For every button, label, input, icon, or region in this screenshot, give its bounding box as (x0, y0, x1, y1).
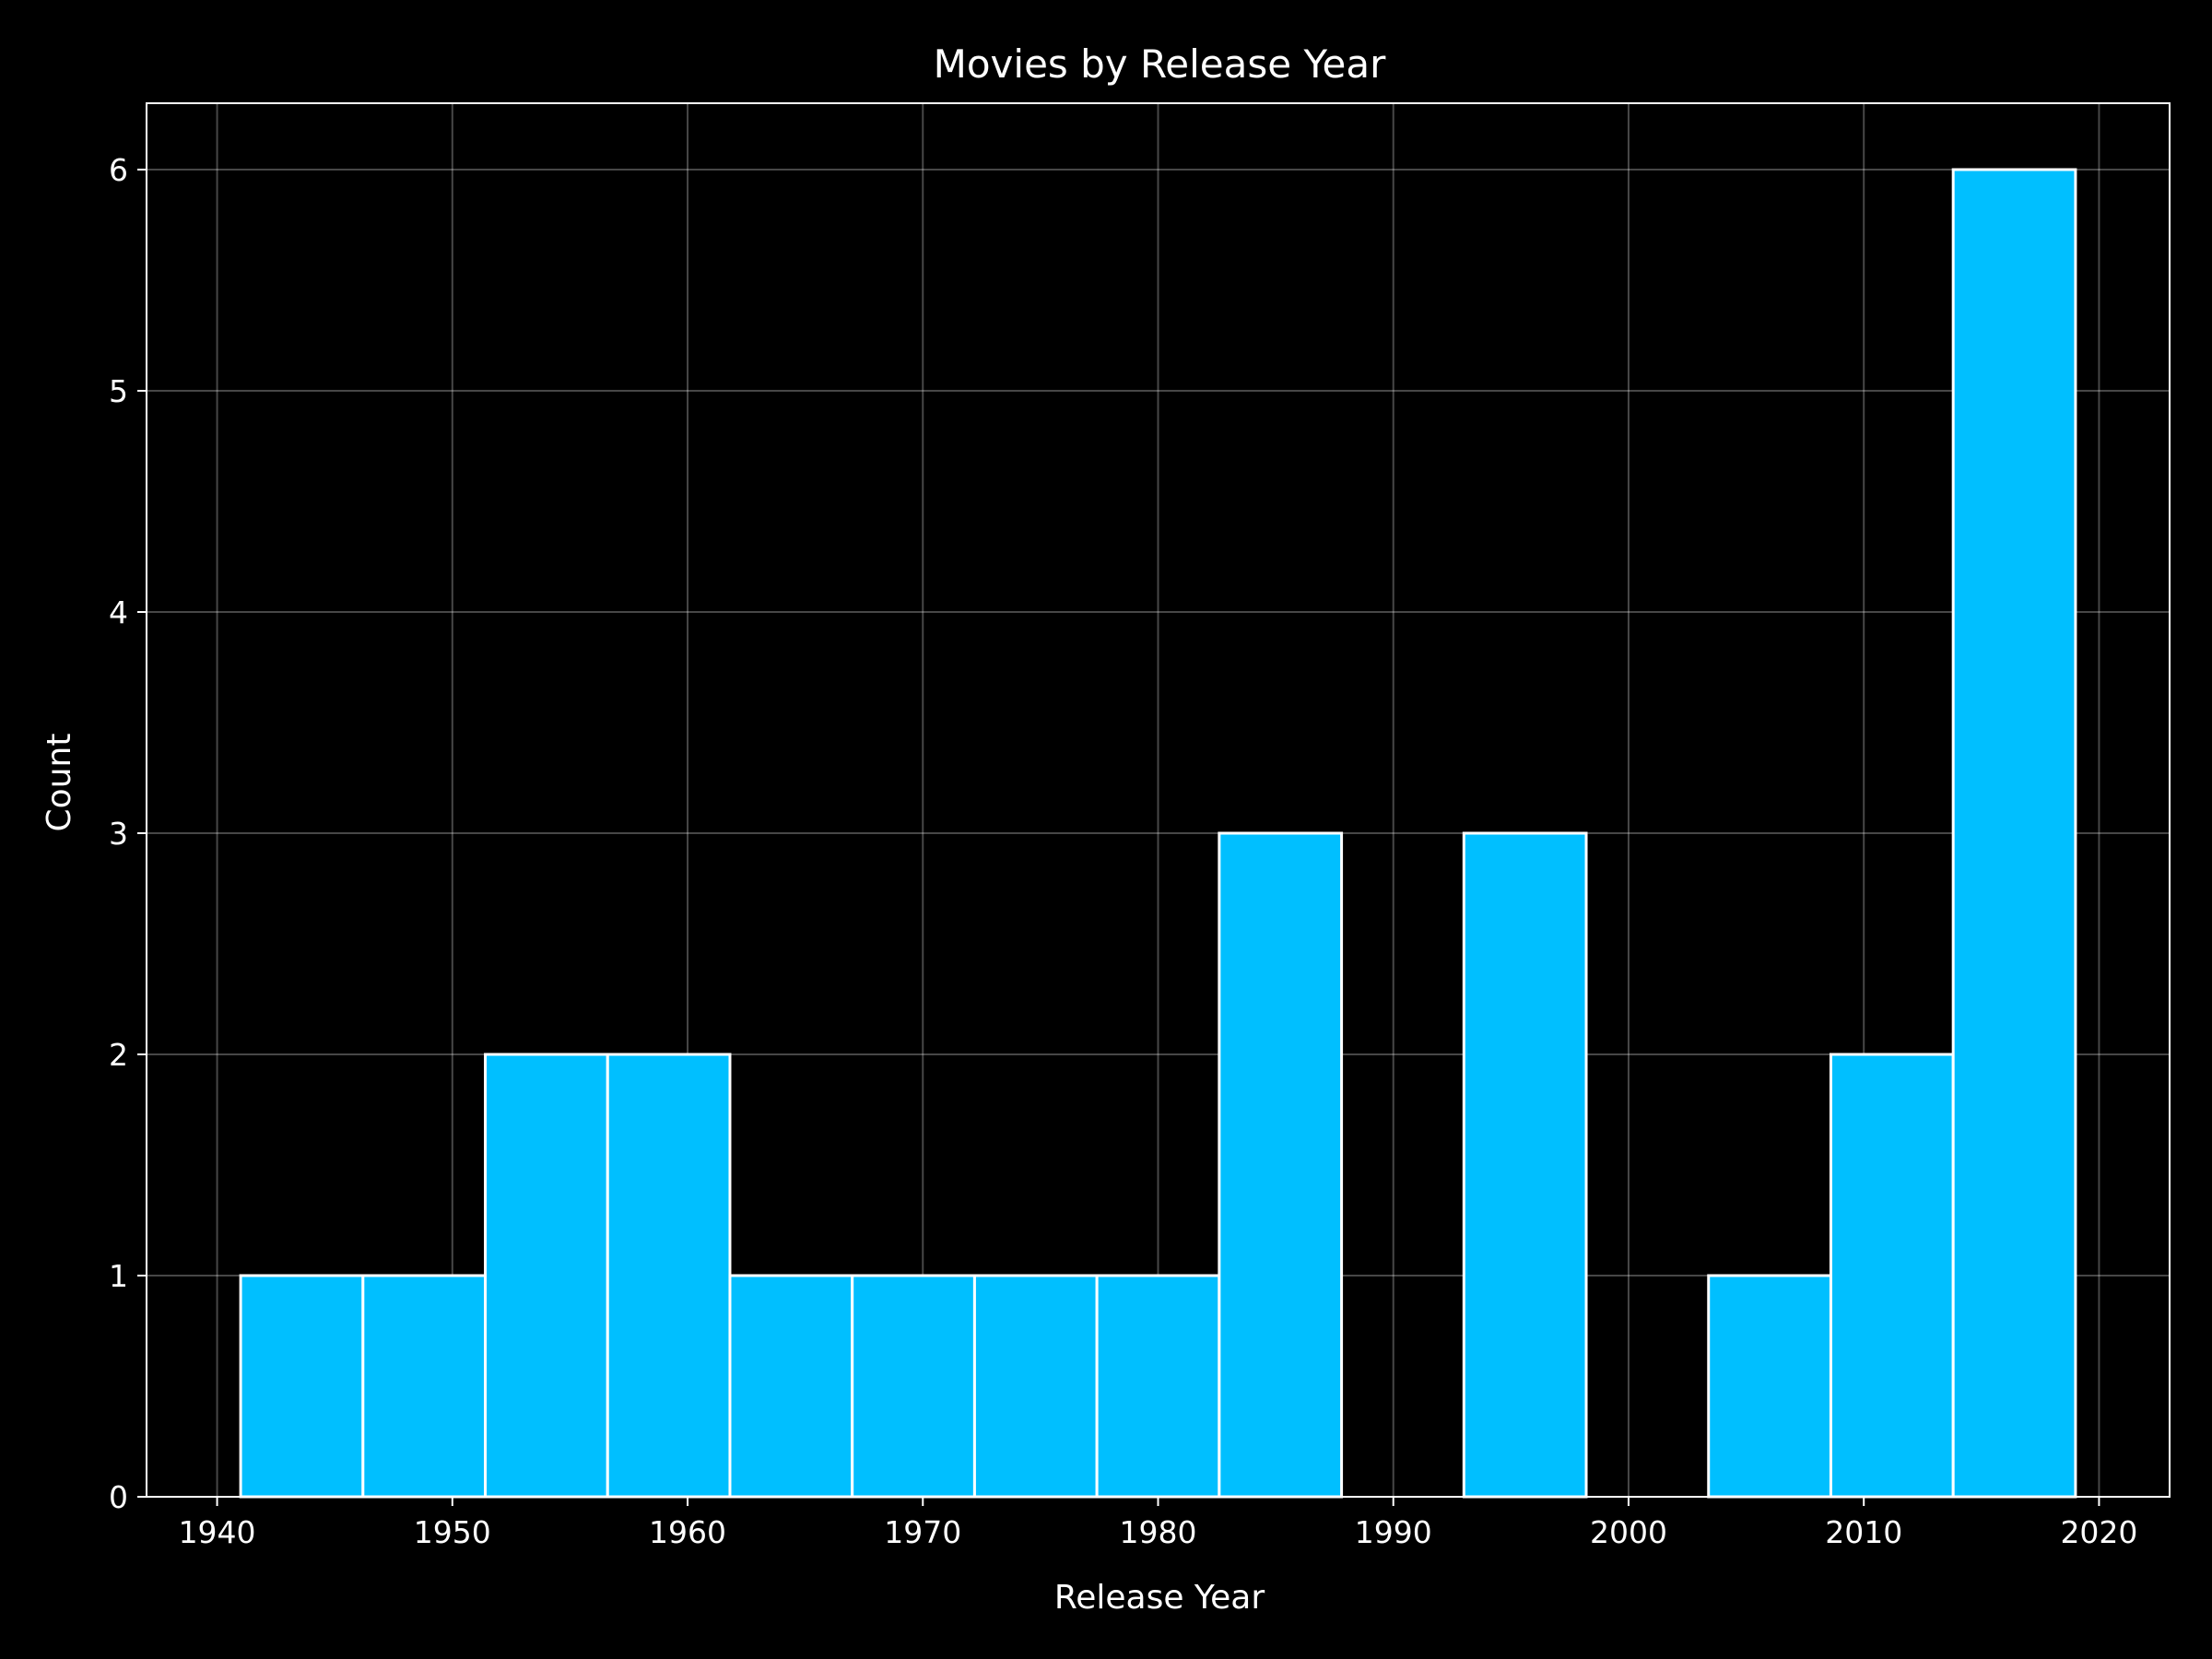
y-tick-label: 4 (109, 594, 128, 630)
x-tick-label: 1960 (649, 1514, 726, 1550)
x-tick-label: 1980 (1120, 1514, 1197, 1550)
x-tick-label: 2020 (2060, 1514, 2137, 1550)
y-axis-label: Count (41, 734, 78, 832)
histogram-bar-1 (239, 1274, 365, 1499)
histogram-bar-8 (1095, 1274, 1221, 1499)
histogram-bar-14 (1829, 1053, 1955, 1499)
x-axis-label: Release Year (1054, 1579, 1265, 1617)
histogram-bar-4 (606, 1053, 732, 1499)
x-tick-label: 1940 (179, 1514, 256, 1550)
histogram-bar-5 (728, 1274, 854, 1499)
chart-title: Movies by Release Year (934, 41, 1387, 87)
y-tick-label: 1 (109, 1258, 128, 1294)
histogram-bar-11 (1462, 831, 1588, 1499)
x-tick-label: 1990 (1355, 1514, 1432, 1550)
histogram-bars (239, 168, 2077, 1499)
y-axis-ticks: 0 1 2 3 4 5 6 (109, 152, 147, 1515)
y-tick-label: 0 (109, 1479, 128, 1515)
histogram-bar-2 (361, 1274, 488, 1499)
histogram-bar-7 (972, 1274, 1099, 1499)
x-tick-label: 2000 (1590, 1514, 1667, 1550)
y-tick-label: 2 (109, 1037, 128, 1073)
histogram-bar-9 (1218, 831, 1344, 1499)
x-tick-label: 1950 (414, 1514, 491, 1550)
histogram-bar-13 (1707, 1274, 1832, 1499)
histogram-bar-15 (1951, 168, 2077, 1499)
x-axis-ticks: 1940 1950 1960 1970 1980 1990 2000 2010 2020 (179, 1497, 2137, 1550)
x-tick-label: 2010 (1825, 1514, 1902, 1550)
y-tick-label: 6 (109, 152, 128, 188)
histogram-bar-3 (484, 1053, 609, 1499)
x-tick-label: 1970 (884, 1514, 961, 1550)
histogram-bar-6 (851, 1274, 976, 1499)
y-tick-label: 3 (109, 816, 128, 852)
y-tick-label: 5 (109, 373, 128, 409)
